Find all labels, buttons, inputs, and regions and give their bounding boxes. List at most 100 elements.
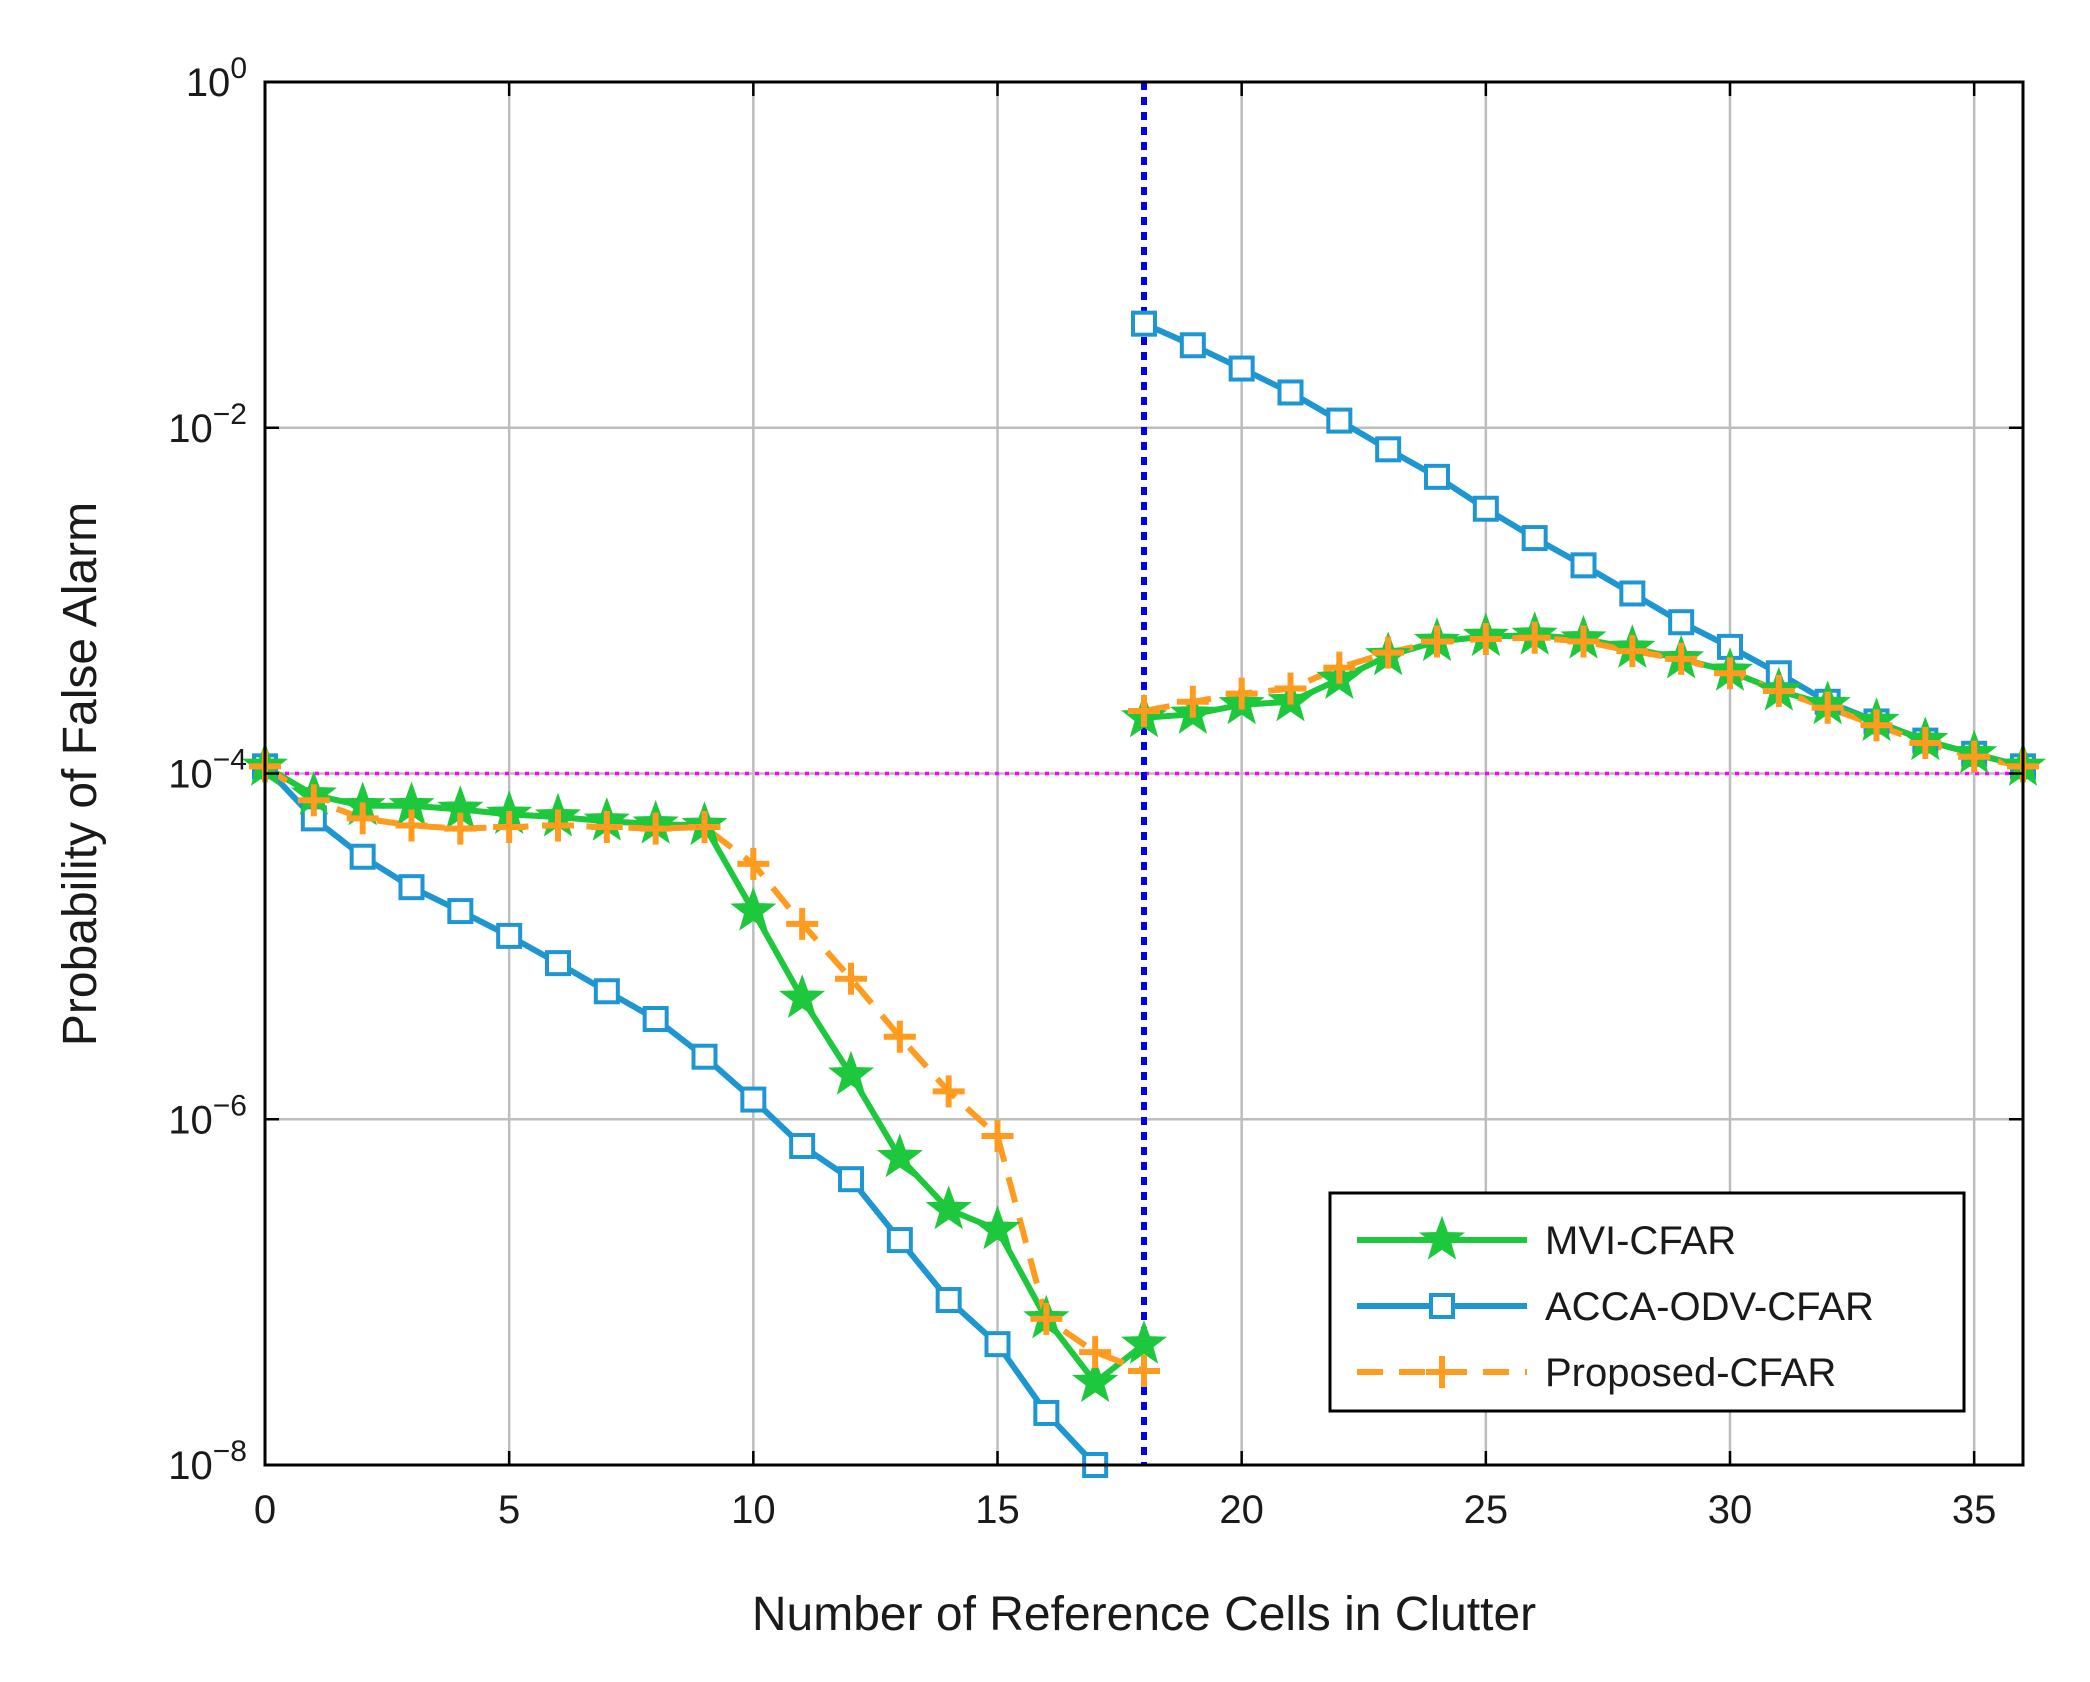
data-point-square [935, 1287, 962, 1314]
x-tick-label: 15 [975, 1488, 1020, 1532]
y-tick-labels: 10−8 10−6 10−4 10−2 100 [168, 52, 247, 1488]
y-tick-label: 10−6 [168, 1089, 247, 1142]
data-point-plus [1274, 672, 1307, 705]
x-tick-label: 20 [1219, 1488, 1264, 1532]
data-point-plus [1079, 1336, 1112, 1369]
data-point-plus [1518, 621, 1551, 654]
data-point-square [984, 1331, 1011, 1358]
data-point-square [1326, 407, 1353, 434]
data-point-plus [395, 809, 428, 842]
y-tick-label: 100 [186, 52, 247, 105]
data-point-square [349, 843, 376, 870]
y-tick-label: 10−4 [168, 744, 247, 797]
data-point-plus [1762, 675, 1795, 708]
data-point-star [1072, 1358, 1119, 1403]
data-point-star [1419, 1215, 1465, 1260]
data-point-plus [1421, 625, 1453, 658]
data-point-plus [542, 809, 574, 842]
data-point-plus [1958, 740, 1991, 773]
data-point-plus [1372, 636, 1405, 669]
data-point-square [740, 1086, 767, 1113]
legend-label: ACCA-ODV-CFAR [1545, 1285, 1874, 1329]
data-point-star [779, 974, 826, 1019]
x-tick-label: 25 [1464, 1488, 1509, 1532]
data-point-square [1033, 1399, 1060, 1426]
data-point-plus [297, 784, 330, 817]
tick-marks [263, 80, 2023, 1467]
data-point-plus [1811, 691, 1844, 724]
data-point-plus [1128, 694, 1160, 727]
legend-entry: Proposed-CFAR [1357, 1351, 1836, 1395]
data-point-square [691, 1043, 718, 1070]
data-point-plus [1469, 622, 1502, 655]
data-point-plus [1225, 677, 1258, 710]
x-tick-labels: 0 5 10 15 20 25 30 35 [254, 1488, 1997, 1532]
data-point-plus [346, 802, 379, 835]
data-point-plus [1323, 651, 1356, 684]
legend: MVI-CFAR ACCA-ODV-CFAR Proposed-CFAR [1328, 1191, 1966, 1413]
data-point-square [496, 922, 523, 949]
data-point-star [876, 1133, 923, 1178]
data-point-square [1521, 525, 1548, 552]
data-point-star [1120, 1319, 1168, 1364]
data-point-plus [1909, 727, 1942, 760]
data-point-star [925, 1185, 972, 1230]
data-point-plus [493, 811, 526, 844]
x-tick-label: 5 [498, 1488, 520, 1532]
legend-entry: MVI-CFAR [1357, 1215, 1736, 1263]
data-point-square [1472, 495, 1499, 522]
data-point-plus [1426, 1356, 1458, 1388]
data-point-square [1179, 332, 1206, 359]
x-axis-label: Number of Reference Cells in Clutter [752, 1588, 1536, 1641]
data-point-star [828, 1050, 874, 1095]
legend-label: Proposed-CFAR [1545, 1351, 1836, 1395]
data-point-square [1429, 1293, 1455, 1319]
y-tick-label: 10−8 [168, 1435, 247, 1488]
data-point-plus [737, 847, 770, 880]
data-point-plus [932, 1075, 965, 1108]
data-point-plus [835, 962, 867, 995]
data-point-square [593, 978, 620, 1005]
data-point-plus [1567, 625, 1600, 658]
legend-entry: ACCA-ODV-CFAR [1357, 1285, 1874, 1329]
x-tick-label: 35 [1952, 1488, 1997, 1532]
data-point-plus [883, 1020, 916, 1053]
data-point-plus [1714, 657, 1746, 690]
x-tick-label: 0 [254, 1488, 276, 1532]
x-tick-label: 30 [1708, 1488, 1753, 1532]
data-point-plus [444, 812, 477, 845]
y-tick-label: 10−2 [168, 398, 247, 451]
data-point-square [1228, 355, 1255, 382]
data-point-plus [688, 811, 721, 844]
data-point-plus [1030, 1302, 1063, 1335]
data-point-square [1424, 463, 1450, 490]
data-point-square [545, 950, 571, 977]
data-point-square [642, 1006, 669, 1033]
data-point-square [1619, 580, 1646, 607]
data-point-square [1131, 310, 1157, 337]
data-point-square [447, 898, 474, 925]
data-point-plus [590, 811, 623, 844]
data-point-square [886, 1227, 913, 1254]
data-point-square [398, 874, 425, 901]
data-point-square [1668, 609, 1695, 636]
data-point-square [1277, 379, 1304, 406]
data-point-plus [639, 812, 672, 845]
data-point-star [974, 1205, 1021, 1250]
legend-label: MVI-CFAR [1545, 1219, 1736, 1263]
data-point-plus [1128, 1354, 1160, 1387]
data-point-plus [1176, 685, 1209, 718]
series-layer [241, 310, 2047, 1478]
x-tick-label: 10 [731, 1488, 776, 1532]
data-point-square [838, 1166, 864, 1193]
data-point-plus [786, 907, 819, 940]
data-point-star [730, 886, 777, 931]
data-point-plus [1665, 642, 1698, 675]
data-point-plus [981, 1120, 1014, 1153]
data-point-plus [1860, 709, 1893, 742]
data-point-square [789, 1133, 816, 1160]
data-point-square [1375, 436, 1402, 463]
data-point-plus [1616, 635, 1649, 668]
